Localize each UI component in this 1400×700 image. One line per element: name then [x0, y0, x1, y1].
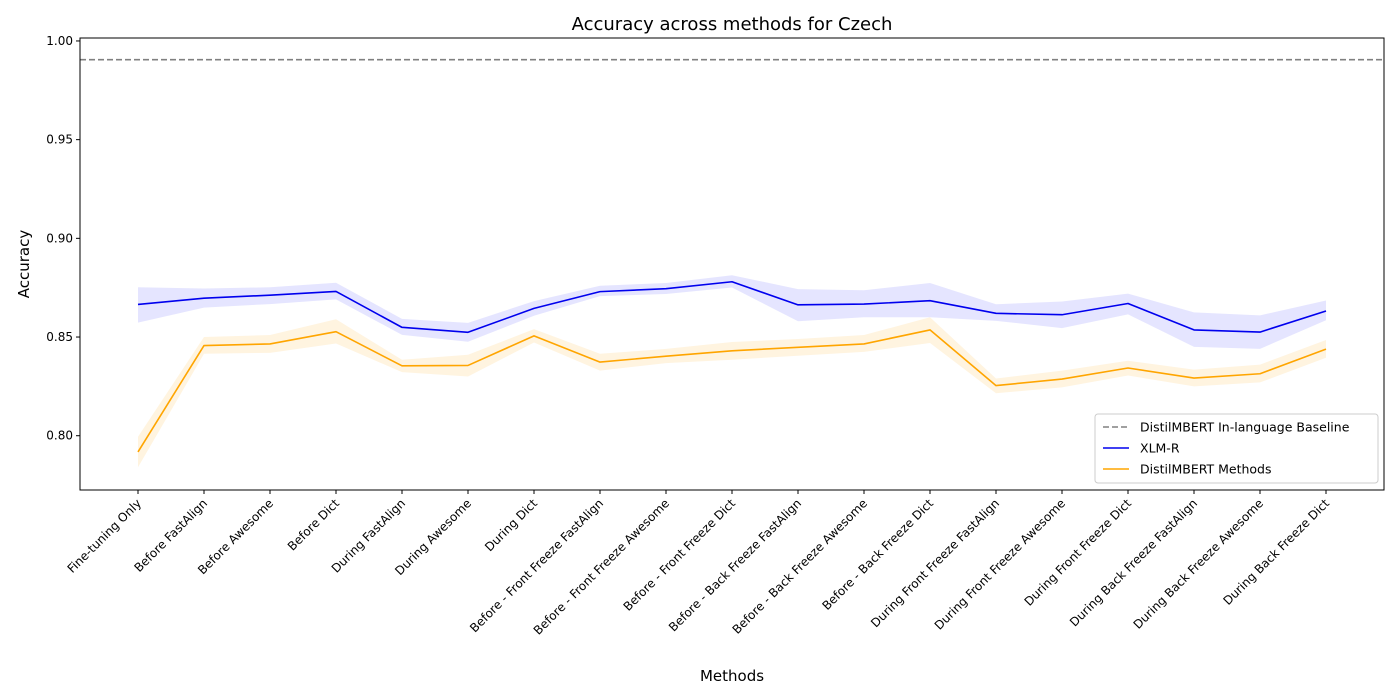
- x-tick-label: Before - Back Freeze Dict: [819, 496, 936, 613]
- legend-box: [1094, 413, 1379, 484]
- x-tick-label: Before - Front Freeze FastAlign: [467, 496, 606, 635]
- x-tick-label: Before - Back Freeze Awesome: [730, 496, 870, 636]
- y-tick-label: 0.95: [46, 133, 73, 147]
- legend-entry-baseline: DistilMBERT In-language Baseline: [1103, 420, 1350, 435]
- y-tick-label: 1.00: [46, 34, 73, 48]
- band-distilmbert-methods: [138, 317, 1326, 468]
- legend-label: DistilMBERT In-language Baseline: [1140, 420, 1350, 435]
- legend-label: XLM-R: [1140, 441, 1180, 456]
- series-lines: [137, 280, 1327, 453]
- x-tick-label: Before - Front Freeze Dict: [621, 496, 739, 614]
- x-tick-label: During Back Freeze Dict: [1220, 496, 1332, 608]
- y-axis-title: Accuracy: [15, 230, 33, 299]
- y-tick-label: 0.85: [46, 330, 73, 344]
- x-tick-label: During Front Freeze Dict: [1022, 496, 1135, 609]
- legend-entry-distilmbert-methods: DistilMBERT Methods: [1103, 462, 1272, 477]
- x-tick-label: Before - Back Freeze FastAlign: [666, 496, 804, 634]
- legend-entry-xlm-r: XLM-R: [1103, 441, 1180, 456]
- x-tick-label: During Back Freeze Awesome: [1131, 496, 1267, 632]
- chart-title: Accuracy across methods for Czech: [572, 14, 893, 35]
- x-axis-title: Methods: [700, 667, 764, 685]
- legend-label: DistilMBERT Methods: [1140, 462, 1272, 477]
- y-tick-label: 0.80: [46, 429, 73, 443]
- x-tick-label: Before - Front Freeze Awesome: [531, 496, 672, 637]
- y-axis: 0.80 0.85 0.90 0.95 1.00: [46, 34, 80, 443]
- x-tick-label: During Front Freeze Awesome: [932, 496, 1068, 632]
- y-tick-label: 0.90: [46, 231, 73, 245]
- x-tick-label: During Front Freeze FastAlign: [868, 496, 1002, 630]
- x-tick-label: During Back Freeze FastAlign: [1067, 496, 1200, 629]
- x-tick-label: During Dict: [482, 496, 540, 554]
- legend: DistilMBERT In-language Baseline XLM-R Dis…: [1094, 413, 1379, 484]
- x-tick-label: Before Dict: [285, 496, 342, 553]
